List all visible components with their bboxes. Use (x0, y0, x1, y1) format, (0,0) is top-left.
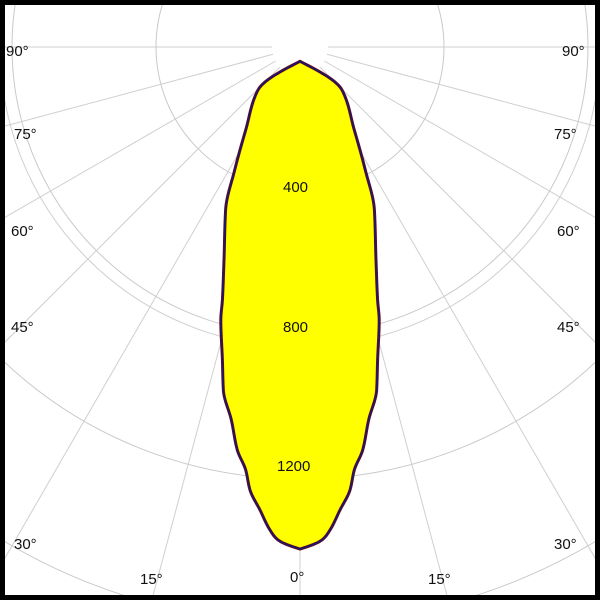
svg-text:30°: 30° (14, 536, 37, 553)
svg-text:75°: 75° (554, 126, 577, 143)
svg-text:60°: 60° (11, 223, 34, 240)
svg-text:45°: 45° (557, 319, 580, 336)
svg-text:90°: 90° (6, 43, 29, 60)
svg-text:400: 400 (283, 179, 308, 196)
svg-text:90°: 90° (562, 43, 585, 60)
svg-text:45°: 45° (11, 319, 34, 336)
svg-text:60°: 60° (557, 223, 580, 240)
svg-text:0°: 0° (290, 569, 304, 586)
svg-text:1200: 1200 (277, 458, 310, 475)
svg-text:30°: 30° (554, 536, 577, 553)
svg-text:800: 800 (283, 319, 308, 336)
svg-text:15°: 15° (140, 571, 163, 588)
svg-text:75°: 75° (14, 126, 37, 143)
svg-text:15°: 15° (428, 571, 451, 588)
